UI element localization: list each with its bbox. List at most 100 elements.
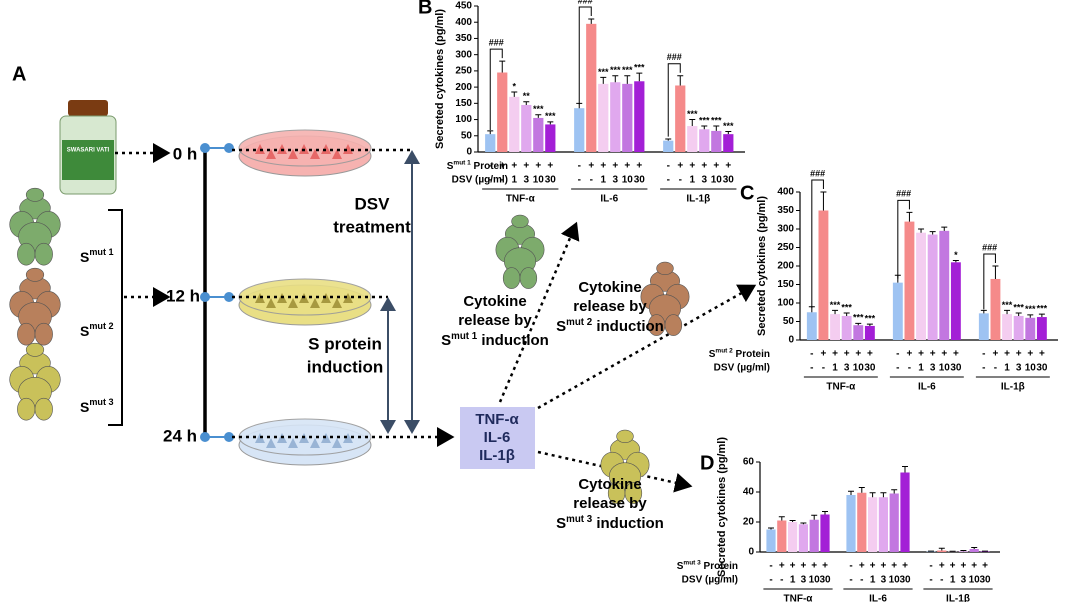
dose-row-label: DSV (µg/ml) <box>452 175 508 186</box>
protein-sign: + <box>779 561 785 572</box>
x-tick-label: TNF-α <box>826 382 856 393</box>
bar <box>937 551 946 553</box>
dose-sign: 10 <box>622 175 634 186</box>
protein-sign: + <box>800 561 806 572</box>
bar <box>766 530 775 553</box>
protein-sign: + <box>930 349 936 360</box>
cytokine-name: TNF-α <box>475 411 519 428</box>
node <box>200 292 210 302</box>
protein-sign: + <box>811 561 817 572</box>
y-tick-label: 60 <box>743 457 755 468</box>
time-label: 24 h <box>163 426 197 445</box>
error-bar <box>499 61 505 72</box>
superscript: mut 2 <box>89 322 113 332</box>
panel-label: D <box>700 452 714 474</box>
bar <box>853 325 863 340</box>
x-tick-label: IL-6 <box>600 194 618 205</box>
base: S <box>441 332 451 349</box>
significance: *** <box>634 63 645 73</box>
release-text: Smut 1 induction <box>441 330 549 349</box>
dose-sign: - <box>590 175 593 186</box>
error-bar <box>1027 315 1033 318</box>
x-tick-label: IL-6 <box>869 594 887 602</box>
significance: ### <box>896 189 911 199</box>
significance: *** <box>545 111 556 121</box>
significance: *** <box>1025 304 1036 314</box>
significance: *** <box>723 121 734 131</box>
dose-row-label: DSV (µg/ml) <box>682 575 738 586</box>
protein-sign: + <box>960 561 966 572</box>
protein-sign: + <box>971 561 977 572</box>
dose-sign: 3 <box>961 575 967 586</box>
significance: ### <box>489 38 504 48</box>
y-tick-label: 0 <box>788 335 794 346</box>
bottle-text: SWASARI VATI <box>67 148 110 154</box>
dose-sign: - <box>929 575 932 586</box>
protein-sign: + <box>867 349 873 360</box>
protein-sign: + <box>1016 349 1022 360</box>
error-bar <box>832 310 838 314</box>
significance: *** <box>853 313 864 323</box>
dose-sign: 10 <box>939 363 951 374</box>
significance: *** <box>699 115 710 125</box>
y-tick-label: 200 <box>455 82 472 93</box>
superscript: mut 2 <box>566 316 593 327</box>
protein-lobe <box>520 268 537 289</box>
dose-sign: - <box>849 575 852 586</box>
protein-sign: + <box>832 349 838 360</box>
panel-label: C <box>740 182 754 204</box>
bar <box>699 129 709 152</box>
base: S <box>80 399 89 415</box>
release-text: Smut 3 induction <box>556 513 664 532</box>
induction-text: induction <box>307 357 383 376</box>
bar <box>842 316 852 340</box>
error-bar <box>992 266 998 279</box>
dose-sign: - <box>578 175 581 186</box>
dose-sign: 3 <box>881 575 887 586</box>
error-bar <box>665 139 671 141</box>
protein-sign: + <box>844 349 850 360</box>
bar <box>868 497 877 552</box>
error-bar <box>848 491 854 495</box>
protein-lobe <box>665 315 682 336</box>
protein-sign: + <box>600 161 606 172</box>
protein-sign: + <box>822 561 828 572</box>
protein-sign: + <box>859 561 865 572</box>
error-bar <box>790 521 796 523</box>
bar <box>879 497 888 552</box>
protein-sign: + <box>1004 349 1010 360</box>
y-axis-title: Secreted cytokines (pg/ml) <box>434 9 446 149</box>
dose-sign: 3 <box>844 363 850 374</box>
dose-sign: 1 <box>511 175 517 186</box>
bar <box>1014 316 1024 340</box>
protein-sign: + <box>870 561 876 572</box>
protein-sign: + <box>588 161 594 172</box>
bar <box>979 313 989 340</box>
dose-sign: - <box>908 363 911 374</box>
variant-label: Smut 1 <box>80 248 114 265</box>
dose-sign: - <box>994 363 997 374</box>
dose-sign: 10 <box>533 175 545 186</box>
protein-sign: - <box>982 349 985 360</box>
bar <box>928 235 938 340</box>
error-bar <box>867 324 873 326</box>
protein-sign: + <box>713 161 719 172</box>
superscript: mut 1 <box>451 330 478 341</box>
bar <box>610 82 620 152</box>
release-text: Cytokine <box>578 476 641 493</box>
bar <box>820 515 829 553</box>
y-tick-label: 0 <box>466 147 472 158</box>
time-label: 12 h <box>166 286 200 305</box>
dose-sign: 30 <box>723 175 735 186</box>
superscript: mut 2 <box>715 347 733 354</box>
protein-sign: + <box>982 561 988 572</box>
protein-lobe <box>26 343 44 356</box>
bar <box>818 211 828 341</box>
protein-sign: + <box>902 561 908 572</box>
dose-sign: - <box>822 363 825 374</box>
error-bar <box>779 517 785 521</box>
error-bar <box>535 115 541 118</box>
protein-sign: + <box>939 561 945 572</box>
base: S <box>556 515 566 532</box>
error-bar <box>1016 313 1022 316</box>
